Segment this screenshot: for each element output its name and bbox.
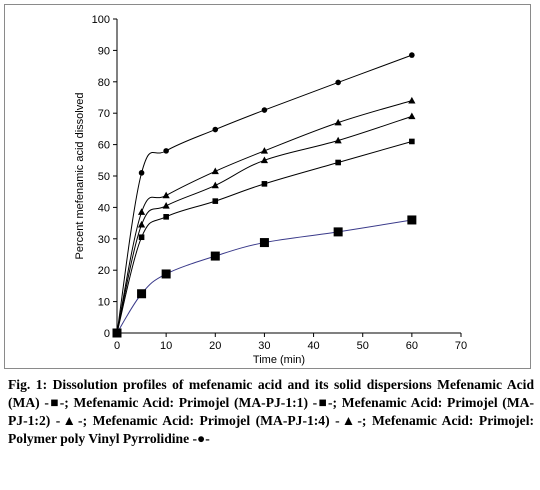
data-point-triangle <box>211 167 219 175</box>
y-tick-label: 50 <box>98 171 110 183</box>
data-point-square <box>212 198 219 204</box>
data-point-triangle <box>334 136 342 144</box>
axis-titles: Time (min) Percent mefenamic acid dissol… <box>74 93 305 366</box>
data-point-square <box>407 215 417 225</box>
data-point-square <box>161 269 171 279</box>
data-point-square <box>163 214 169 220</box>
y-tick-label: 70 <box>98 108 110 120</box>
y-tick-label: 60 <box>98 140 110 152</box>
data-point-square <box>210 251 220 261</box>
series-4 <box>113 96 416 336</box>
caption-text: Dissolution profiles of mefenamic acid a… <box>8 377 535 446</box>
data-point-square <box>259 238 269 248</box>
data-point-triangle <box>211 181 219 189</box>
data-point-triangle <box>162 202 170 209</box>
x-tick-label: 20 <box>209 340 221 352</box>
x-tick-label: 30 <box>258 340 270 352</box>
data-point-triangle <box>162 191 170 199</box>
data-point-triangle <box>137 208 146 215</box>
x-tick-label: 10 <box>160 340 172 352</box>
data-point-square <box>335 159 341 166</box>
data-point-triangle <box>408 112 416 120</box>
caption-label: Fig. 1: <box>8 377 48 392</box>
axes: 0 10 20 30 40 50 60 70 80 90 100 0 10 20 30 40 50 60 70 <box>92 14 467 352</box>
data-point-square <box>137 289 147 299</box>
data-point-square <box>409 138 415 145</box>
y-tick-label: 30 <box>98 234 110 246</box>
y-tick-label: 20 <box>98 265 110 277</box>
dissolution-chart: 0 10 20 30 40 50 60 70 80 90 100 0 10 20 30 40 50 60 70 Ti… <box>74 14 467 366</box>
y-tick-label: 90 <box>98 45 110 57</box>
data-point-circle <box>114 330 120 336</box>
data-point-square <box>333 227 343 237</box>
series-line <box>116 219 412 334</box>
x-tick-label: 60 <box>406 340 418 352</box>
figure-caption: Fig. 1: Dissolution profiles of mefenami… <box>8 376 534 448</box>
x-axis-title: Time (min) <box>253 354 305 366</box>
data-point-triangle <box>408 96 416 104</box>
y-tick-label: 100 <box>92 14 110 26</box>
x-tick-label: 70 <box>455 340 467 352</box>
x-tick-label: 50 <box>357 340 369 352</box>
y-tick-label: 80 <box>98 77 110 89</box>
series-3 <box>113 112 416 336</box>
data-point-triangle <box>137 220 146 228</box>
series-2 <box>114 138 415 336</box>
series-5 <box>114 52 415 336</box>
data-point-circle <box>335 79 341 86</box>
data-point-circle <box>138 170 145 176</box>
series-line <box>116 54 413 334</box>
series-layer <box>112 52 417 338</box>
data-point-circle <box>163 148 169 154</box>
series-line <box>116 100 412 334</box>
data-point-circle <box>409 52 415 58</box>
y-axis-title: Percent mefenamic acid dissolved <box>74 93 86 260</box>
y-tick-label: 0 <box>104 328 110 340</box>
y-tick-label: 40 <box>98 202 110 214</box>
x-tick-label: 0 <box>114 340 120 352</box>
data-point-triangle <box>334 118 342 126</box>
data-point-square <box>261 181 268 187</box>
data-point-circle <box>212 126 219 133</box>
series-1 <box>112 215 417 338</box>
x-tick-label: 40 <box>307 340 319 352</box>
data-point-triangle <box>260 147 269 154</box>
data-point-triangle <box>260 156 269 164</box>
series-line <box>116 140 412 334</box>
data-point-square <box>138 234 145 241</box>
data-point-circle <box>261 107 268 113</box>
y-tick-label: 10 <box>98 297 110 309</box>
chart-frame: 0 10 20 30 40 50 60 70 80 90 100 0 10 20 30 40 50 60 70 Ti… <box>4 4 531 369</box>
